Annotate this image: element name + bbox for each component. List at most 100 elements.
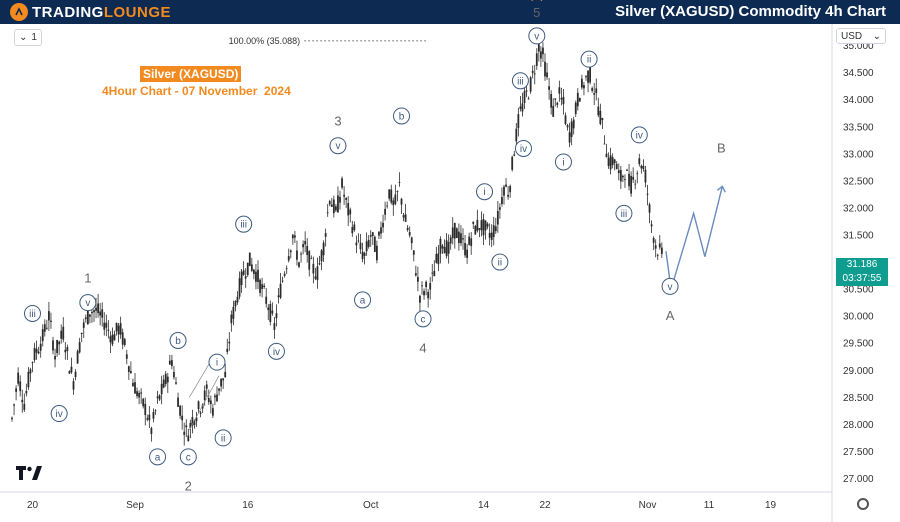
wave-label: ii (221, 433, 225, 444)
candle-body (478, 228, 481, 230)
trading-lounge-logo: TRADINGLOUNGE (10, 3, 171, 21)
wave-label: 1 (84, 270, 91, 285)
candle-body (50, 320, 52, 322)
candle-body (97, 303, 99, 314)
chart-subtitle: 4Hour Chart - 07 November 2024 (102, 84, 291, 98)
candle-body (429, 283, 432, 290)
candle-body (447, 242, 450, 254)
wave-label: 2 (185, 479, 192, 494)
interval-selector[interactable]: ⌄ 1 (14, 29, 42, 46)
wave-label: iii (621, 209, 628, 220)
candle-body (566, 125, 569, 128)
candle-body (35, 348, 38, 353)
candle-body (326, 212, 329, 214)
candle-body (441, 245, 444, 249)
candle-body (123, 338, 126, 346)
candle-body (70, 366, 73, 373)
currency-label: USD (841, 30, 863, 42)
candle-body (435, 253, 438, 263)
candle-body (269, 304, 272, 322)
wave-label: iii (29, 309, 36, 320)
candle-body (207, 397, 210, 403)
gear-icon[interactable] (857, 498, 869, 510)
x-tick-label: 19 (765, 500, 777, 511)
candle-body (378, 231, 380, 236)
candle-body (523, 91, 526, 103)
current-price: 31.186 (846, 259, 878, 270)
candle-body (324, 233, 327, 237)
candle-body (222, 378, 225, 381)
candle-body (392, 200, 395, 206)
candle-body (93, 310, 95, 313)
candle-body (127, 366, 130, 372)
wave-label: 4 (419, 341, 426, 356)
candle-body (15, 388, 17, 392)
candle-body (304, 241, 307, 245)
candle-body (11, 417, 13, 420)
candle-body (86, 308, 89, 325)
chart-title-badge: Silver (XAGUSD) (140, 66, 242, 82)
wave-label-circle (329, 137, 347, 155)
candle-body (261, 284, 263, 290)
candle-body (253, 269, 255, 274)
candle-body (111, 334, 114, 345)
candle-body (187, 435, 190, 442)
candle-body (433, 270, 436, 277)
candle-body (564, 115, 567, 125)
candle-body (328, 201, 331, 205)
wave-label-circle (24, 304, 41, 322)
candle-body (611, 157, 614, 166)
candle-body (464, 243, 466, 256)
candle-body (455, 228, 458, 238)
candle-body (601, 117, 604, 121)
candle-body (595, 88, 598, 93)
candle-body (533, 73, 536, 75)
candle-body (521, 103, 524, 112)
candle-body (367, 239, 370, 247)
candle-body (246, 262, 249, 275)
candle-body (482, 219, 485, 236)
candle-body (343, 194, 345, 197)
y-tick-label: 32.000 (843, 203, 874, 214)
candle-body (349, 209, 352, 215)
candle-body (470, 238, 473, 247)
tradingview-logo-icon[interactable] (16, 466, 42, 485)
candle-body (384, 208, 386, 215)
candle-body (142, 398, 145, 407)
candle-body (496, 211, 499, 225)
candle-body (361, 251, 364, 260)
candle-body (322, 242, 325, 256)
candle-body (572, 119, 575, 129)
wave-label: a (155, 452, 161, 463)
candle-body (431, 272, 434, 274)
wave-label: 3 (334, 113, 341, 128)
logo-text-accent: LOUNGE (103, 3, 171, 21)
candle-body (603, 143, 606, 145)
candle-body (166, 376, 169, 383)
wave-label: ii (587, 55, 591, 66)
candle-body (136, 391, 138, 397)
candle-body (25, 390, 28, 394)
candle-body (576, 92, 579, 107)
candle-body (617, 170, 620, 174)
candle-body (527, 98, 530, 100)
candle-body (484, 220, 487, 231)
candle-body (472, 221, 475, 224)
candle-body (255, 271, 257, 282)
currency-selector[interactable]: USD ⌄ (836, 28, 886, 44)
wave-label: (1) (529, 0, 545, 1)
candle-body (105, 322, 108, 328)
y-tick-label: 27.000 (843, 474, 874, 485)
candle-body (388, 189, 391, 199)
candle-body (630, 175, 632, 194)
candle-body (265, 296, 268, 304)
candle-body (599, 110, 602, 125)
candle-body (138, 392, 140, 398)
candle-body (121, 332, 124, 345)
candle-body (279, 283, 282, 298)
candle-body (636, 173, 639, 175)
candle-body (21, 399, 24, 403)
candle-body (316, 266, 319, 281)
candle-body (656, 254, 659, 256)
